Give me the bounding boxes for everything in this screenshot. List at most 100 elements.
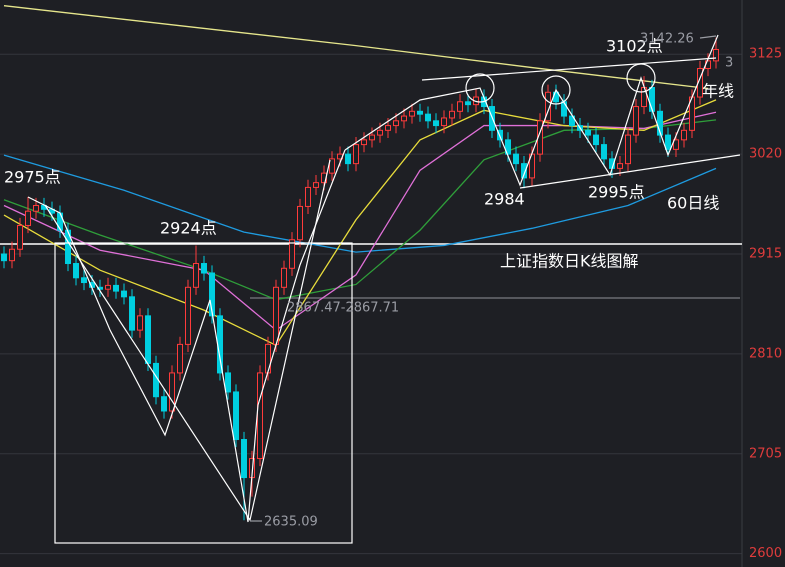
candle-body (17, 224, 23, 250)
y-tick-label: 2705 (749, 446, 782, 461)
candle-body (385, 125, 391, 131)
candle-body (217, 315, 223, 374)
candle-body (593, 134, 599, 146)
candle-body (73, 263, 79, 279)
candle-body (673, 139, 679, 150)
candle-body (409, 110, 415, 117)
candle-body (225, 372, 231, 393)
channel-bottom (519, 154, 741, 189)
candle-body (185, 286, 191, 345)
y-tick-label: 3020 (749, 147, 782, 162)
candle-body (505, 139, 511, 155)
candle-body (33, 204, 39, 212)
candle-body (161, 396, 167, 412)
ma-line (3, 5, 709, 90)
circle (465, 73, 495, 103)
candle-body (441, 117, 447, 127)
candle-body (9, 248, 15, 262)
candle-body (177, 343, 183, 374)
candle-body (585, 129, 591, 136)
candle-body (561, 101, 567, 117)
circle (626, 63, 656, 93)
candle-body (97, 286, 103, 290)
ma-line (3, 119, 717, 301)
low-label: 2635.09 (264, 515, 318, 530)
candle-body (105, 284, 111, 290)
high-label: 3142.26 (640, 32, 694, 47)
candle-body (273, 286, 279, 345)
candle-body (257, 372, 263, 460)
candle-body (545, 91, 551, 122)
candle-body (265, 343, 271, 374)
candle-body (313, 182, 319, 188)
candle-body (241, 439, 247, 479)
candle-body (457, 101, 463, 112)
annotations-lines (27, 34, 741, 544)
candle-body (601, 144, 607, 160)
ma-line (3, 111, 717, 331)
ma-line (3, 99, 717, 347)
zigzag (44, 159, 331, 522)
candle-body (201, 263, 207, 274)
candle-body (449, 110, 455, 119)
candle-body (369, 134, 375, 141)
candle-body (513, 153, 519, 165)
circle (541, 75, 571, 105)
candle-body (361, 139, 367, 146)
annotation: 2867.47-2867.71 (287, 301, 399, 316)
candle-body (329, 158, 335, 174)
candle-body (193, 263, 199, 288)
candle-body (713, 48, 719, 62)
y-tick-label: 2915 (749, 247, 782, 262)
candle-body (25, 210, 31, 226)
candle-body (113, 284, 119, 292)
candle-body (297, 205, 303, 241)
candle-body (233, 391, 239, 441)
candle-body (433, 120, 439, 127)
annotation: 2984 (484, 190, 525, 209)
candle-body (289, 239, 295, 269)
zigzag (27, 149, 346, 523)
candle-body (617, 163, 623, 169)
candle-body (465, 101, 471, 106)
candle-body (657, 110, 663, 136)
annotation: 3 (725, 56, 733, 71)
candle-body (633, 106, 639, 136)
candle-body (521, 163, 527, 179)
candle-body (393, 120, 399, 127)
annotation: 2975点 (4, 168, 61, 187)
candle-body (665, 134, 671, 150)
annotation: 2995点 (588, 183, 645, 202)
candle-body (169, 372, 175, 412)
channel-top (421, 57, 717, 81)
candle-body (145, 315, 151, 364)
candle-body (281, 267, 287, 288)
annotation: 2924点 (160, 219, 217, 238)
annotation: 3102点 (606, 37, 663, 56)
arrow (699, 35, 717, 39)
moving-averages (3, 5, 717, 347)
candle-body (353, 144, 359, 165)
line-label: 60日线 (667, 194, 719, 213)
chart-title: 上证指数日K线图解 (500, 252, 639, 271)
line-label: 年线 (702, 82, 734, 101)
candle-body (401, 115, 407, 122)
candle-body (1, 253, 7, 262)
ma-line (3, 154, 717, 253)
candle-body (129, 296, 135, 331)
candle-body (625, 134, 631, 165)
candle-body (81, 277, 87, 284)
y-tick-label: 2600 (749, 546, 782, 561)
candle-body (345, 153, 351, 165)
candle-body (305, 186, 311, 207)
y-tick-label: 2810 (749, 346, 782, 361)
candle-body (417, 110, 423, 115)
box (54, 242, 353, 544)
y-tick-label: 3125 (749, 47, 782, 62)
candle-body (425, 113, 431, 122)
candle-body (681, 129, 687, 141)
candle-body (121, 290, 127, 298)
